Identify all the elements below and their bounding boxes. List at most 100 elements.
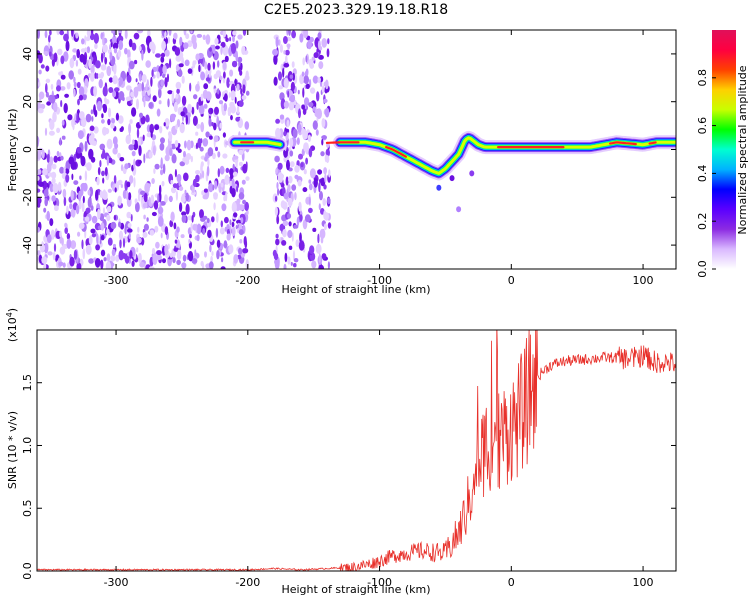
noise-speckle	[213, 122, 217, 131]
noise-speckle	[156, 108, 161, 117]
noise-speckle	[242, 248, 249, 254]
noise-speckle	[61, 135, 66, 140]
noise-speckle	[145, 83, 148, 92]
noise-speckle	[70, 209, 74, 217]
noise-speckle	[299, 214, 303, 222]
noise-speckle	[176, 119, 181, 128]
noise-speckle	[223, 71, 226, 79]
noise-speckle	[86, 162, 92, 171]
noise-speckle	[305, 68, 309, 77]
noise-speckle	[182, 114, 184, 123]
noise-speckle	[320, 177, 326, 187]
noise-speckle	[275, 36, 279, 48]
noise-speckle	[323, 223, 327, 231]
noise-speckle	[292, 250, 296, 261]
noise-speckle	[191, 106, 195, 115]
noise-speckle	[54, 205, 59, 212]
noise-speckle	[164, 118, 170, 127]
noise-speckle	[41, 149, 45, 159]
noise-speckle	[167, 73, 169, 83]
noise-speckle	[283, 100, 289, 109]
noise-speckle	[99, 143, 106, 150]
noise-speckle	[112, 42, 119, 50]
noise-speckle	[245, 90, 250, 96]
noise-speckle	[322, 198, 327, 206]
spectrogram-x-axis: -300 -200 -100 0 100	[104, 30, 654, 287]
noise-speckle	[51, 177, 56, 184]
noise-speckle	[318, 253, 321, 264]
noise-speckle	[292, 128, 298, 139]
noise-speckle	[102, 86, 108, 97]
noise-speckle	[181, 211, 187, 216]
noise-speckle	[87, 197, 92, 208]
noise-speckle	[114, 87, 120, 92]
noise-speckle	[277, 188, 280, 196]
noise-speckle	[225, 37, 229, 43]
x-tick-label: -100	[367, 274, 392, 287]
noise-speckle	[239, 239, 243, 244]
noise-speckle	[175, 124, 178, 130]
noise-speckle	[189, 82, 192, 92]
noise-speckle	[231, 188, 236, 198]
noise-speckle	[44, 243, 49, 254]
noise-speckle	[126, 74, 132, 83]
noise-speckle	[215, 146, 218, 152]
noise-speckle	[43, 189, 49, 198]
noise-speckle	[115, 112, 119, 121]
noise-speckle	[49, 218, 54, 227]
noise-speckle	[73, 88, 76, 98]
noise-speckle	[317, 233, 320, 244]
noise-speckle	[37, 196, 42, 205]
noise-speckle	[160, 56, 165, 63]
noise-speckle	[143, 153, 146, 164]
noise-speckle	[101, 119, 105, 124]
noise-speckle	[191, 34, 197, 45]
noise-speckle	[243, 236, 247, 246]
noise-speckle	[190, 30, 193, 34]
noise-speckle	[51, 195, 56, 202]
noise-speckle	[100, 234, 105, 241]
noise-speckle	[272, 48, 279, 56]
noise-speckle	[319, 191, 323, 201]
noise-speckle	[231, 226, 236, 237]
noise-speckle	[232, 30, 237, 36]
noise-speckle	[58, 261, 64, 267]
noise-speckle	[223, 102, 228, 112]
noise-speckle	[283, 131, 287, 137]
noise-speckle	[287, 256, 291, 265]
noise-speckle	[104, 97, 107, 103]
noise-speckle	[143, 223, 149, 231]
x-tick-label: 100	[633, 576, 654, 589]
noise-speckle	[94, 43, 98, 50]
noise-speckle	[142, 202, 148, 209]
noise-speckle	[76, 48, 80, 59]
noise-speckle	[100, 259, 104, 269]
noise-speckle	[162, 64, 167, 75]
noise-speckle	[89, 125, 95, 132]
noise-speckle	[100, 222, 105, 231]
noise-speckle	[90, 228, 96, 234]
noise-speckle	[285, 55, 288, 63]
noise-speckle	[106, 155, 110, 166]
noise-speckle	[286, 213, 292, 219]
snr-plot-area	[37, 330, 676, 571]
noise-speckle	[318, 54, 324, 60]
noise-speckle	[60, 74, 66, 80]
noise-speckle	[200, 121, 205, 133]
noise-speckle	[101, 170, 105, 177]
noise-speckle	[222, 153, 228, 159]
noise-speckle	[217, 168, 220, 178]
noise-speckle	[102, 148, 106, 159]
noise-speckle	[278, 85, 284, 90]
noise-speckle	[46, 101, 51, 106]
noise-speckle	[73, 249, 78, 260]
noise-speckle	[299, 232, 302, 243]
noise-speckle	[102, 207, 106, 215]
noise-speckle	[291, 61, 295, 68]
noise-speckle	[184, 189, 187, 195]
noise-speckle	[128, 192, 132, 201]
noise-speckle	[47, 172, 53, 177]
noise-speckle	[232, 171, 238, 177]
noise-speckle	[168, 195, 173, 202]
noise-speckle	[177, 148, 182, 153]
